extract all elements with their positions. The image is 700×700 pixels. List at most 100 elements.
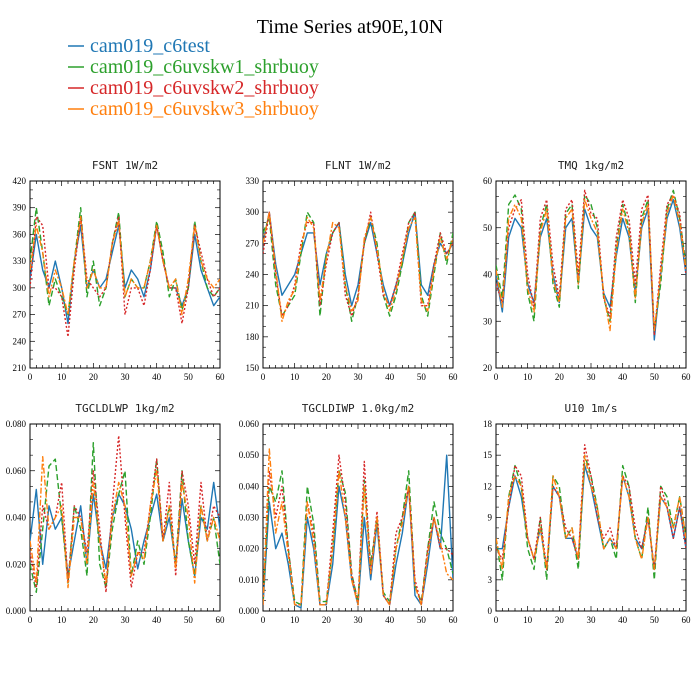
y-tick-label: 300 xyxy=(13,283,27,293)
panel-title: FSNT 1W/m2 xyxy=(92,159,158,172)
y-tick-label: 12 xyxy=(483,481,492,491)
x-tick-label: 60 xyxy=(449,372,459,382)
x-tick-label: 10 xyxy=(523,372,533,382)
panel-title: TMQ 1kg/m2 xyxy=(558,159,624,172)
y-tick-label: 240 xyxy=(246,270,260,280)
x-tick-label: 50 xyxy=(184,615,194,625)
x-tick-label: 0 xyxy=(261,372,266,382)
y-tick-label: 0.020 xyxy=(6,559,27,569)
series-line xyxy=(30,435,220,593)
y-tick-label: 50 xyxy=(483,223,493,233)
y-tick-label: 9 xyxy=(488,513,493,523)
x-tick-label: 30 xyxy=(121,372,131,382)
x-tick-label: 30 xyxy=(354,615,364,625)
x-tick-label: 30 xyxy=(587,372,597,382)
x-tick-label: 50 xyxy=(650,615,660,625)
y-tick-label: 150 xyxy=(246,363,260,373)
x-tick-label: 0 xyxy=(261,615,266,625)
y-tick-label: 0.000 xyxy=(6,606,27,616)
series-line xyxy=(30,206,220,316)
series-line xyxy=(30,215,220,316)
y-tick-label: 0.000 xyxy=(239,606,260,616)
y-tick-label: 60 xyxy=(483,176,493,186)
y-tick-label: 180 xyxy=(246,332,260,342)
y-tick-label: 0.040 xyxy=(239,481,260,491)
y-tick-label: 0.080 xyxy=(6,419,27,429)
legend-label: cam019_c6uvskw1_shrbuoy xyxy=(90,56,319,78)
x-tick-label: 10 xyxy=(290,615,300,625)
series-line xyxy=(496,194,686,332)
legend-label: cam019_c6uvskw3_shrbuoy xyxy=(90,98,319,120)
plot-frame xyxy=(262,180,454,369)
y-tick-label: 0 xyxy=(488,606,493,616)
legend-label: cam019_c6uvskw2_shrbuoy xyxy=(90,77,319,99)
x-tick-label: 20 xyxy=(89,615,99,625)
y-tick-label: 0.060 xyxy=(6,466,27,476)
series-line xyxy=(496,454,686,571)
x-tick-label: 20 xyxy=(89,372,99,382)
y-tick-label: 0.050 xyxy=(239,450,260,460)
y-tick-label: 210 xyxy=(13,363,27,373)
x-tick-label: 20 xyxy=(322,615,332,625)
y-tick-label: 18 xyxy=(483,419,493,429)
x-tick-label: 50 xyxy=(184,372,194,382)
y-tick-label: 0.040 xyxy=(6,513,27,523)
y-tick-label: 3 xyxy=(488,575,493,585)
y-tick-label: 0.030 xyxy=(239,513,260,523)
chart-panel: TGCLDLWP 1kg/m2 0 10 20 30 40 50 60 0.000 0.020 0.… xyxy=(6,402,225,625)
chart-panel: FLNT 1W/m2 0 10 20 30 40 50 60 150 180 210 240 270 30… xyxy=(246,159,459,382)
y-tick-label: 0.010 xyxy=(239,575,260,585)
x-tick-label: 50 xyxy=(417,615,427,625)
x-tick-label: 40 xyxy=(152,372,162,382)
x-tick-label: 10 xyxy=(57,615,67,625)
x-tick-label: 40 xyxy=(385,615,395,625)
x-tick-label: 40 xyxy=(618,615,628,625)
y-tick-label: 20 xyxy=(483,363,493,373)
x-tick-label: 0 xyxy=(494,372,499,382)
x-tick-label: 60 xyxy=(216,615,226,625)
legend-label: cam019_c6test xyxy=(90,35,210,57)
y-tick-label: 40 xyxy=(483,270,493,280)
x-tick-label: 60 xyxy=(682,615,692,625)
x-tick-label: 10 xyxy=(523,615,533,625)
x-tick-label: 40 xyxy=(385,372,395,382)
chart-panels: FSNT 1W/m20 10 20 30 40 50 6021024027030033036… xyxy=(6,159,691,625)
y-tick-label: 0.060 xyxy=(239,419,260,429)
panel-title: U10 1m/s xyxy=(565,402,618,415)
y-tick-label: 210 xyxy=(246,301,260,311)
series-line xyxy=(263,211,453,307)
y-tick-label: 270 xyxy=(246,238,260,248)
y-tick-label: 6 xyxy=(488,544,493,554)
x-tick-label: 30 xyxy=(354,372,364,382)
chart-panel: FSNT 1W/m2 0 10 20 30 40 50 60 210 240 270 300 330 36… xyxy=(13,159,226,382)
y-tick-label: 300 xyxy=(246,207,260,217)
chart-panel: TMQ 1kg/m2 0 10 20 30 40 50 60 20 30 40 50 60 xyxy=(483,159,691,382)
x-tick-label: 20 xyxy=(555,615,565,625)
series-line xyxy=(30,456,220,589)
y-tick-label: 390 xyxy=(13,203,27,213)
x-tick-label: 10 xyxy=(57,372,67,382)
y-tick-label: 0.020 xyxy=(239,544,260,554)
x-tick-label: 0 xyxy=(28,615,33,625)
y-tick-label: 30 xyxy=(483,316,493,326)
y-tick-label: 15 xyxy=(483,450,493,460)
x-tick-label: 0 xyxy=(494,615,499,625)
x-tick-label: 10 xyxy=(290,372,300,382)
series-line xyxy=(263,211,453,317)
y-tick-label: 270 xyxy=(13,310,27,320)
series-line xyxy=(263,448,453,606)
plot-frame xyxy=(495,180,687,369)
series-line xyxy=(496,198,686,341)
x-tick-label: 50 xyxy=(417,372,427,382)
chart-panel: TGCLDIWP 1.0kg/m2 0 10 20 30 40 50 60 0.000 0.010… xyxy=(239,402,458,625)
x-tick-label: 60 xyxy=(216,372,226,382)
x-tick-label: 40 xyxy=(152,615,162,625)
panel-title: TGCLDLWP 1kg/m2 xyxy=(75,402,174,415)
legend: cam019_c6testcam019_c6uvskw1_shrbuoycam0… xyxy=(68,35,319,120)
series-line xyxy=(496,444,686,571)
y-tick-label: 330 xyxy=(13,256,27,266)
figure-title: Time Series at90E,10N xyxy=(257,16,443,38)
x-tick-label: 20 xyxy=(322,372,332,382)
x-tick-label: 40 xyxy=(618,372,628,382)
